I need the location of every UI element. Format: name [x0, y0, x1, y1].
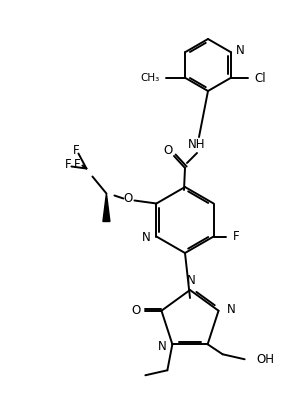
Text: N: N	[226, 303, 235, 316]
Text: OH: OH	[257, 353, 275, 366]
Text: F: F	[74, 158, 81, 171]
Text: F: F	[233, 230, 239, 243]
Text: N: N	[142, 231, 150, 244]
Text: O: O	[124, 192, 133, 205]
Text: Cl: Cl	[255, 71, 266, 85]
Text: F: F	[73, 144, 80, 157]
Text: N: N	[186, 274, 195, 287]
Text: O: O	[163, 145, 173, 158]
Text: N: N	[157, 340, 166, 353]
Text: CH₃: CH₃	[140, 73, 160, 83]
Text: N: N	[236, 44, 244, 58]
Polygon shape	[103, 193, 110, 222]
Text: F: F	[65, 158, 72, 171]
Text: O: O	[132, 304, 141, 317]
Text: NH: NH	[188, 139, 206, 152]
